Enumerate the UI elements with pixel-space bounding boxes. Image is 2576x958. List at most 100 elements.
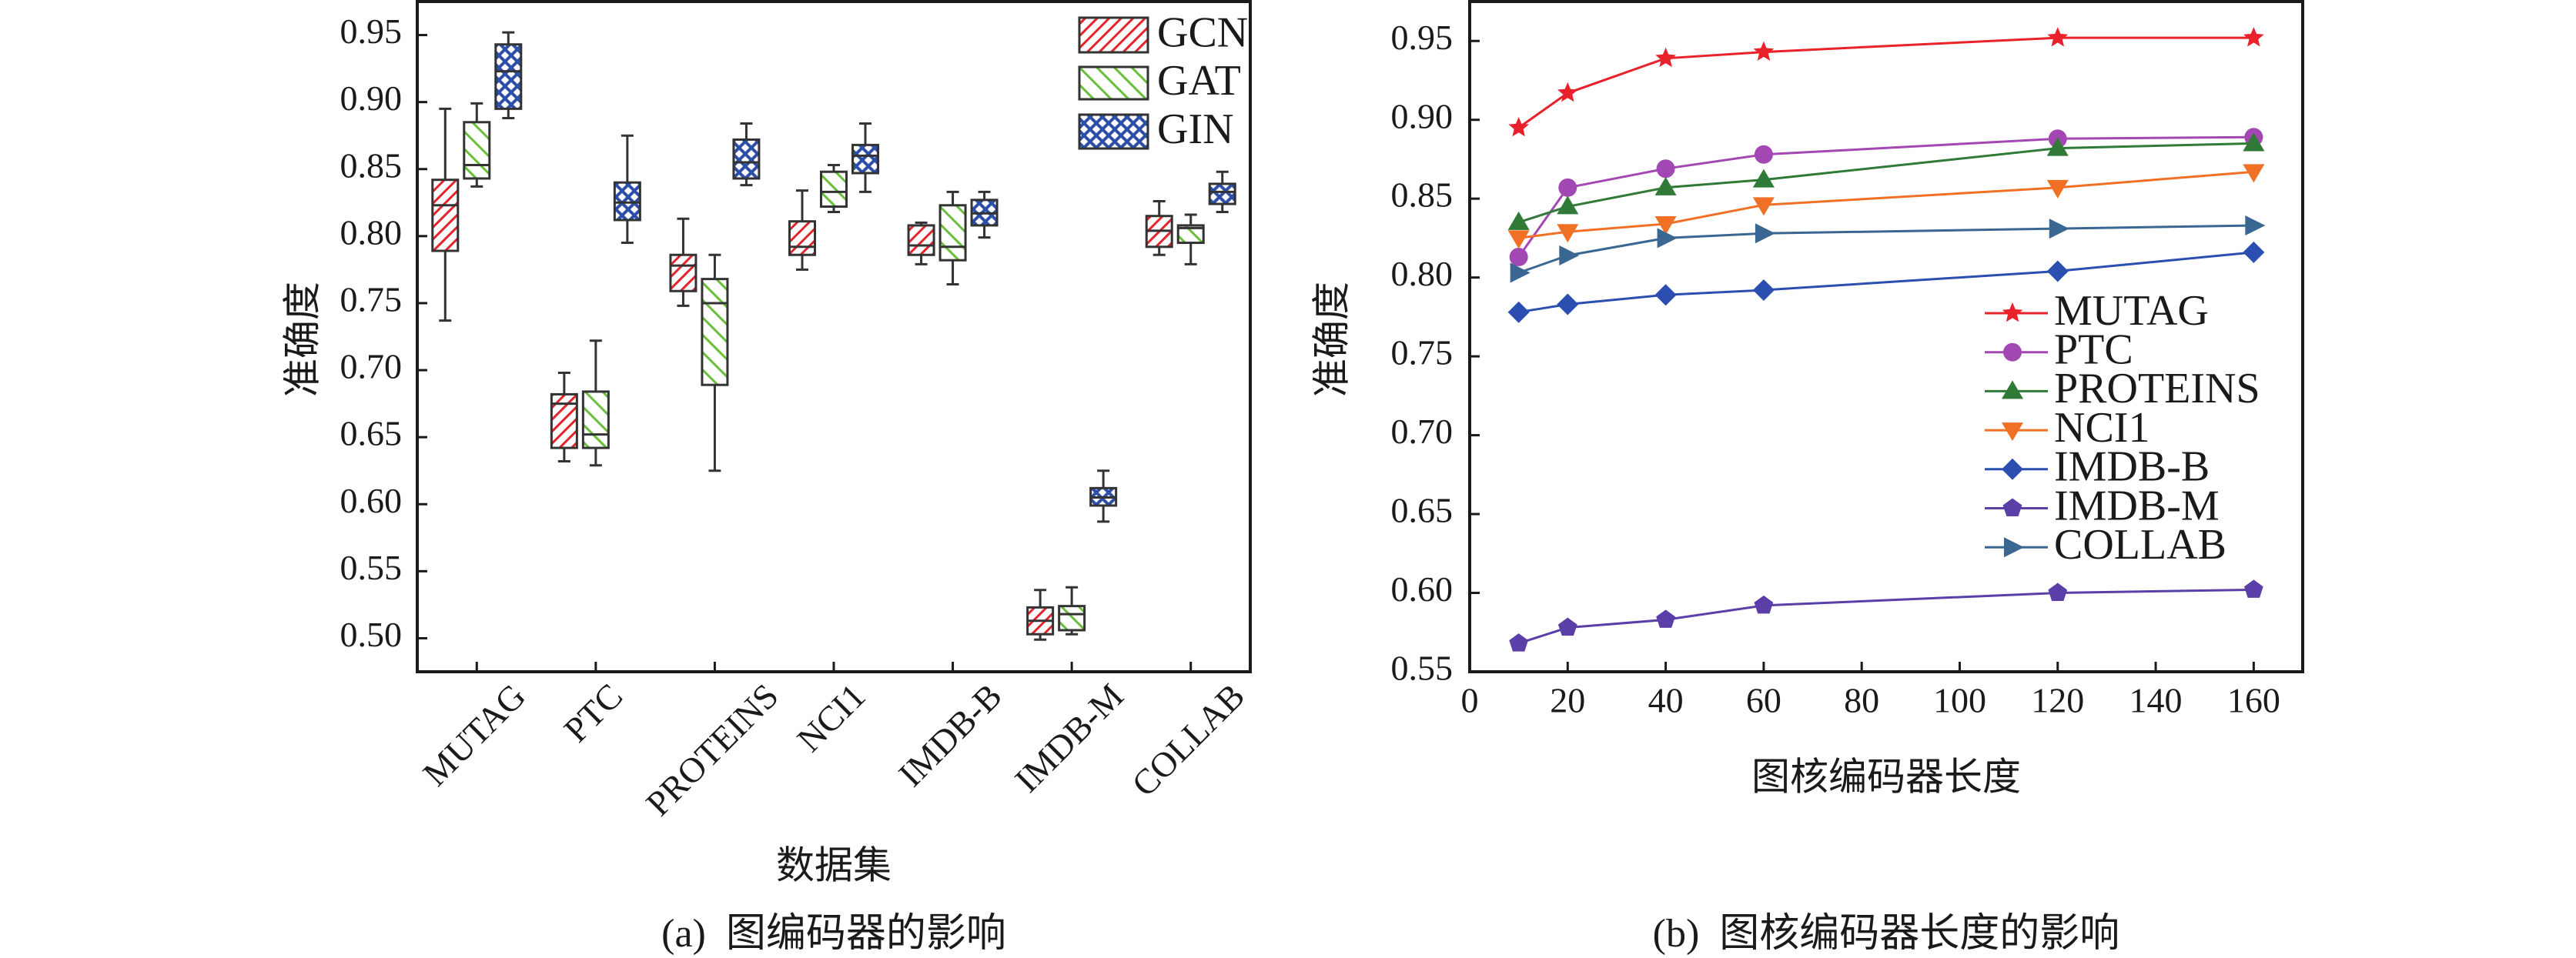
box-series-gin	[494, 31, 1236, 523]
data-point-imdb-m-20	[1557, 617, 1577, 636]
panel-a-y-axis-title: 准确度	[280, 282, 323, 397]
data-point-mutag-120	[2047, 27, 2069, 47]
y-tick-label: 0.60	[340, 481, 403, 520]
legend-item-imdb-b: IMDB-B	[1985, 443, 2210, 491]
y-tick-label: 0.70	[340, 347, 403, 386]
data-point-collab-60	[1755, 223, 1775, 244]
panel-b-caption: (b) 图核编码器长度的影响	[1653, 912, 2120, 956]
legend-item-imdb-m: IMDB-M	[1985, 482, 2220, 529]
legend-marker-collab	[2004, 537, 2024, 558]
x-tick-label: 60	[1746, 681, 1781, 720]
box-iqr	[820, 170, 848, 209]
box-gin-imdb-b	[970, 190, 999, 239]
box-gin-collab	[1208, 170, 1236, 213]
legend-marker-mutag	[2002, 302, 2023, 322]
box-iqr	[494, 43, 523, 110]
data-point-proteins-120	[2046, 137, 2069, 156]
data-point-imdb-b-20	[1557, 293, 1579, 315]
legend-marker-proteins	[2002, 380, 2023, 399]
legend-marker-imdb-b	[2002, 458, 2023, 480]
legend-label: GIN	[1157, 105, 1234, 153]
legend-label: COLLAB	[2054, 521, 2226, 569]
x-tick-label: 40	[1648, 681, 1684, 720]
panel-a-caption: (a) 图编码器的影响	[661, 912, 1006, 956]
y-tick-label: 0.95	[340, 12, 403, 51]
box-iqr	[732, 138, 761, 180]
x-tick-label-ptc: PTC	[557, 676, 631, 749]
panel-b-plot-area	[1507, 27, 2266, 652]
box-iqr	[851, 143, 879, 175]
box-gin-mutag	[494, 31, 523, 120]
box-gat-mutag	[463, 102, 491, 188]
data-point-imdb-m-10	[1509, 633, 1528, 652]
x-tick-label: 160	[2227, 681, 2280, 720]
data-point-proteins-40	[1654, 176, 1677, 195]
y-tick-label: 0.85	[1391, 175, 1454, 215]
data-point-nci1-120	[2046, 179, 2069, 199]
legend-marker-ptc	[2003, 342, 2022, 362]
line-series-ptc	[1509, 128, 2263, 267]
y-tick-label: 0.75	[1391, 333, 1454, 372]
data-point-imdb-b-60	[1752, 279, 1775, 302]
box-gcn-proteins	[669, 217, 698, 307]
data-point-imdb-m-120	[2048, 582, 2068, 601]
y-tick-label: 0.80	[1391, 254, 1454, 293]
data-point-imdb-b-40	[1654, 284, 1677, 306]
line-series-proteins	[1507, 132, 2265, 230]
legend-item-gcn: GCN	[1078, 8, 1248, 56]
legend-label: IMDB-B	[2054, 443, 2210, 491]
data-point-mutag-160	[2243, 27, 2264, 47]
legend-label: GCN	[1157, 8, 1248, 56]
box-gin-nci1	[851, 122, 879, 193]
series-line-nci1	[1518, 170, 2254, 239]
data-point-ptc-10	[1509, 248, 1528, 267]
box-iqr	[1058, 605, 1086, 632]
box-iqr	[669, 253, 698, 292]
y-tick-label: 0.65	[340, 414, 403, 453]
data-point-collab-10	[1510, 262, 1531, 283]
panel-b-linechart: 0.55 0.60 0.65 0.70 0.75 0.80 0.85 0.90 0.95 0 20…	[1310, 0, 2304, 956]
data-point-proteins-20	[1557, 195, 1579, 215]
x-tick-label-imdb-m: IMDB-M	[1007, 676, 1131, 799]
x-tick-label: 140	[2129, 681, 2183, 720]
box-gcn-imdb-m	[1026, 589, 1055, 641]
y-tick-label: 0.55	[340, 548, 403, 587]
y-tick-label: 0.55	[1391, 649, 1454, 688]
series-line-collab	[1518, 224, 2254, 274]
y-tick-label: 0.85	[340, 145, 403, 185]
data-point-ptc-40	[1656, 159, 1675, 179]
data-point-ptc-20	[1558, 178, 1577, 197]
data-point-proteins-10	[1507, 211, 1530, 230]
line-series-nci1	[1507, 164, 2265, 249]
box-iqr	[1176, 224, 1205, 245]
legend-item-mutag: MUTAG	[1985, 287, 2209, 335]
box-series-gcn	[431, 107, 1173, 641]
line-series-collab	[1510, 215, 2266, 283]
series-line-ptc	[1517, 135, 2254, 258]
x-tick-label: 100	[1933, 681, 1986, 720]
legend-label: NCI1	[2054, 404, 2149, 452]
panel-b-x-axis-title: 图核编码器长度	[1751, 755, 2021, 798]
box-gin-imdb-m	[1089, 469, 1118, 523]
data-point-nci1-20	[1557, 224, 1579, 243]
series-line-proteins	[1518, 142, 2254, 224]
data-point-imdb-m-160	[2244, 579, 2263, 598]
panel-a-frame	[416, 0, 1252, 673]
data-point-collab-120	[2049, 219, 2069, 239]
box-iqr	[581, 390, 610, 449]
panel-b-y-ticks: 0.55 0.60 0.65 0.70 0.75 0.80 0.85 0.90 0.95	[1391, 18, 1480, 688]
data-point-nci1-40	[1654, 215, 1677, 235]
legend-label: IMDB-M	[2054, 482, 2220, 529]
line-series-imdb-m	[1509, 579, 2263, 652]
legend-item-gat: GAT	[1078, 57, 1241, 105]
legend-item-ptc: PTC	[1985, 326, 2133, 374]
box-gat-nci1	[820, 164, 848, 213]
y-tick-label: 0.90	[340, 78, 403, 118]
x-tick-label: 20	[1550, 681, 1585, 720]
legend-label: PROTEINS	[2054, 365, 2260, 412]
panel-a-x-axis-title: 数据集	[776, 843, 892, 886]
legend-label: PTC	[2054, 326, 2133, 374]
